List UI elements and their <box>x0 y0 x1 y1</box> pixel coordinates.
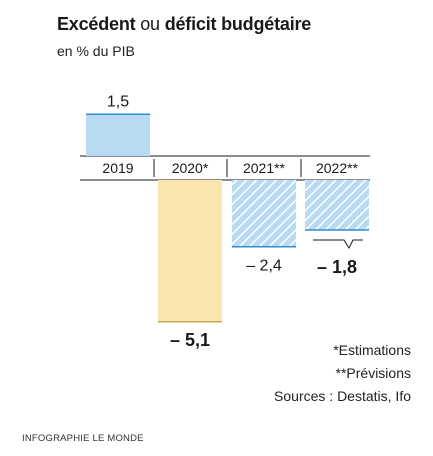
chart-notes: *Estimations **Prévisions Sources : Dest… <box>274 339 411 408</box>
bar-2020* <box>158 180 222 322</box>
category-label: 2020* <box>172 160 209 176</box>
note-sources: Sources : Destatis, Ifo <box>274 388 411 404</box>
title-surplus: Excédent <box>57 14 136 34</box>
value-label: – 2,4 <box>246 258 282 275</box>
bar-2019 <box>86 114 150 156</box>
chart-subtitle: en % du PIB <box>57 43 135 59</box>
value-label: – 5,1 <box>170 330 210 350</box>
infographic-credit: INFOGRAPHIE LE MONDE <box>22 433 144 444</box>
category-label: 2021** <box>243 160 286 176</box>
callout-pointer <box>313 239 363 250</box>
bar-2022** <box>305 180 369 231</box>
category-label: 2022** <box>316 160 359 176</box>
chart-title: Excédent ou déficit budgétaire <box>57 14 311 35</box>
value-label: – 1,8 <box>317 257 357 277</box>
value-label: 1,5 <box>107 93 129 110</box>
title-connector: ou <box>140 14 160 34</box>
category-label: 2019 <box>102 160 133 176</box>
bar-2021** <box>232 180 296 247</box>
note-previsions: **Prévisions <box>335 365 411 381</box>
note-estimations: *Estimations <box>333 342 411 358</box>
title-deficit: déficit budgétaire <box>164 14 312 34</box>
